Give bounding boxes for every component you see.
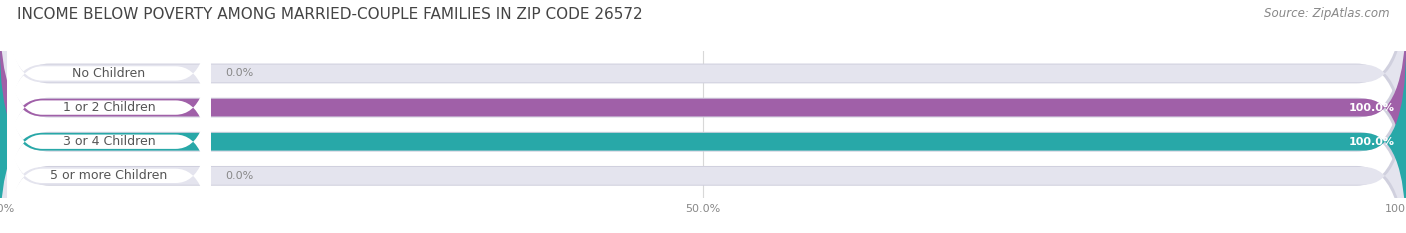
FancyBboxPatch shape bbox=[0, 32, 1406, 233]
FancyBboxPatch shape bbox=[0, 0, 1406, 217]
Text: 0.0%: 0.0% bbox=[225, 69, 253, 79]
FancyBboxPatch shape bbox=[7, 64, 211, 220]
Text: 1 or 2 Children: 1 or 2 Children bbox=[63, 101, 155, 114]
FancyBboxPatch shape bbox=[0, 0, 1406, 167]
Text: 3 or 4 Children: 3 or 4 Children bbox=[63, 135, 155, 148]
FancyBboxPatch shape bbox=[0, 48, 1406, 233]
FancyBboxPatch shape bbox=[0, 48, 1406, 233]
FancyBboxPatch shape bbox=[7, 98, 211, 233]
FancyBboxPatch shape bbox=[7, 29, 211, 186]
Text: 5 or more Children: 5 or more Children bbox=[51, 169, 167, 182]
FancyBboxPatch shape bbox=[0, 14, 1406, 201]
FancyBboxPatch shape bbox=[7, 0, 211, 152]
FancyBboxPatch shape bbox=[0, 14, 1406, 201]
Text: No Children: No Children bbox=[72, 67, 146, 80]
FancyBboxPatch shape bbox=[0, 0, 1406, 183]
FancyBboxPatch shape bbox=[0, 82, 1406, 233]
Text: INCOME BELOW POVERTY AMONG MARRIED-COUPLE FAMILIES IN ZIP CODE 26572: INCOME BELOW POVERTY AMONG MARRIED-COUPL… bbox=[17, 7, 643, 22]
Text: 100.0%: 100.0% bbox=[1348, 103, 1395, 113]
Text: 0.0%: 0.0% bbox=[225, 171, 253, 181]
Text: 100.0%: 100.0% bbox=[1348, 137, 1395, 147]
Text: Source: ZipAtlas.com: Source: ZipAtlas.com bbox=[1264, 7, 1389, 20]
FancyBboxPatch shape bbox=[0, 66, 1406, 233]
